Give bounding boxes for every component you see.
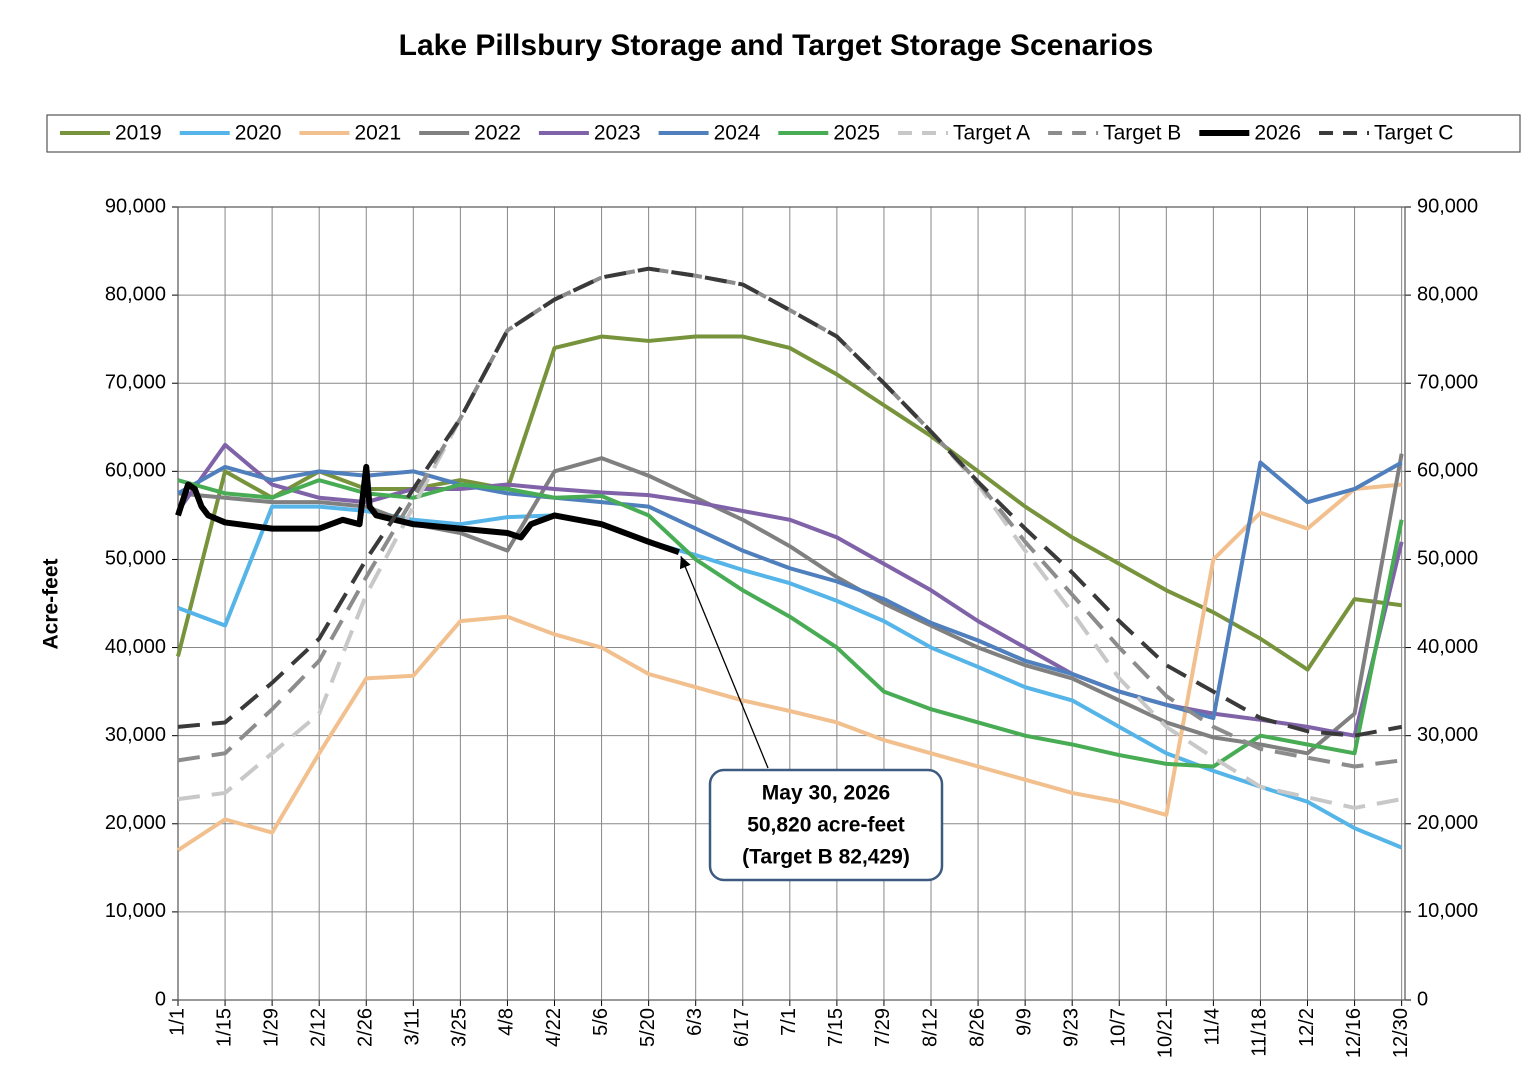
x-tick-label: 10/7 bbox=[1108, 1008, 1130, 1047]
y2-tick-label: 30,000 bbox=[1417, 724, 1478, 746]
x-tick-label: 8/12 bbox=[919, 1008, 941, 1047]
annotation-text: May 30, 2026 bbox=[762, 782, 890, 805]
x-tick-label: 2/12 bbox=[307, 1008, 329, 1047]
x-tick-label: 7/29 bbox=[872, 1008, 894, 1047]
x-tick-label: 1/1 bbox=[166, 1008, 188, 1036]
y-tick-label: 30,000 bbox=[105, 724, 166, 746]
legend-label: 2024 bbox=[714, 122, 761, 145]
series-line bbox=[177, 266, 1403, 738]
x-tick-label: 10/21 bbox=[1155, 1008, 1177, 1058]
x-tick-label: 11/4 bbox=[1202, 1008, 1224, 1045]
legend-label: 2025 bbox=[833, 122, 880, 145]
y2-tick-label: 90,000 bbox=[1417, 195, 1478, 217]
y-tick-label: 80,000 bbox=[105, 283, 166, 305]
x-tick-label: 8/26 bbox=[966, 1008, 988, 1047]
series-line bbox=[177, 453, 1404, 756]
y2-tick-label: 40,000 bbox=[1417, 636, 1478, 658]
x-tick-label: 7/1 bbox=[778, 1008, 800, 1036]
y2-tick-label: 60,000 bbox=[1417, 460, 1478, 482]
legend-label: 2022 bbox=[474, 122, 521, 145]
x-tick-label: 3/11 bbox=[402, 1008, 424, 1045]
y2-tick-label: 10,000 bbox=[1417, 900, 1478, 922]
x-tick-label: 11/18 bbox=[1249, 1008, 1271, 1057]
legend-label: 2019 bbox=[115, 122, 162, 145]
x-tick-label: 9/23 bbox=[1060, 1008, 1082, 1047]
y-tick-label: 0 bbox=[155, 988, 166, 1010]
y2-tick-label: 50,000 bbox=[1417, 548, 1478, 570]
annotation-box bbox=[708, 768, 944, 882]
x-tick-label: 9/9 bbox=[1013, 1008, 1035, 1036]
legend-label: 2026 bbox=[1254, 122, 1301, 145]
plot-frame bbox=[177, 206, 1406, 1001]
x-tick-label: 4/8 bbox=[496, 1008, 518, 1036]
y-axis-label: Acre-feet bbox=[40, 558, 63, 649]
y2-tick-label: 0 bbox=[1417, 988, 1428, 1010]
y-tick-label: 20,000 bbox=[105, 812, 166, 834]
series-line bbox=[175, 463, 680, 556]
y-tick-label: 70,000 bbox=[105, 372, 166, 394]
y2-tick-label: 20,000 bbox=[1417, 812, 1478, 834]
series-line bbox=[177, 266, 1402, 769]
series-line bbox=[177, 460, 1403, 721]
legend-label: 2023 bbox=[594, 122, 641, 145]
annotation-text: 50,820 acre-feet bbox=[747, 814, 905, 837]
x-tick-label: 1/15 bbox=[213, 1008, 235, 1047]
legend-label: Target C bbox=[1374, 122, 1453, 145]
x-tick-label: 7/15 bbox=[825, 1008, 847, 1047]
x-tick-label: 6/3 bbox=[684, 1008, 706, 1036]
annotation-arrow bbox=[679, 555, 769, 769]
y-tick-label: 60,000 bbox=[105, 460, 166, 482]
x-tick-label: 12/2 bbox=[1296, 1008, 1318, 1047]
x-tick-label: 5/6 bbox=[590, 1008, 612, 1036]
x-tick-label: 1/29 bbox=[260, 1008, 282, 1047]
y-tick-label: 50,000 bbox=[105, 548, 166, 570]
y2-tick-label: 80,000 bbox=[1417, 283, 1478, 305]
series-line bbox=[176, 334, 1402, 672]
annotation-text: (Target B 82,429) bbox=[742, 846, 910, 869]
series-line bbox=[176, 482, 1402, 852]
x-tick-label: 12/30 bbox=[1390, 1008, 1412, 1058]
x-tick-label: 5/20 bbox=[637, 1008, 659, 1047]
x-tick-label: 3/25 bbox=[449, 1008, 471, 1047]
series-line bbox=[177, 478, 1404, 769]
chart-title: Lake Pillsbury Storage and Target Storag… bbox=[399, 29, 1154, 62]
series-line bbox=[176, 442, 1404, 738]
legend-label: Target B bbox=[1103, 122, 1181, 145]
x-tick-label: 12/16 bbox=[1343, 1008, 1365, 1058]
y-tick-label: 10,000 bbox=[105, 900, 166, 922]
legend-label: 2020 bbox=[235, 122, 282, 145]
x-tick-label: 4/22 bbox=[543, 1008, 565, 1047]
legend-label: Target A bbox=[953, 122, 1030, 145]
y-tick-label: 40,000 bbox=[105, 636, 166, 658]
y2-tick-label: 70,000 bbox=[1417, 372, 1478, 394]
x-tick-label: 2/26 bbox=[355, 1008, 377, 1047]
legend-label: 2021 bbox=[354, 122, 401, 145]
x-tick-label: 6/17 bbox=[731, 1008, 753, 1047]
y-tick-label: 90,000 bbox=[105, 195, 166, 217]
